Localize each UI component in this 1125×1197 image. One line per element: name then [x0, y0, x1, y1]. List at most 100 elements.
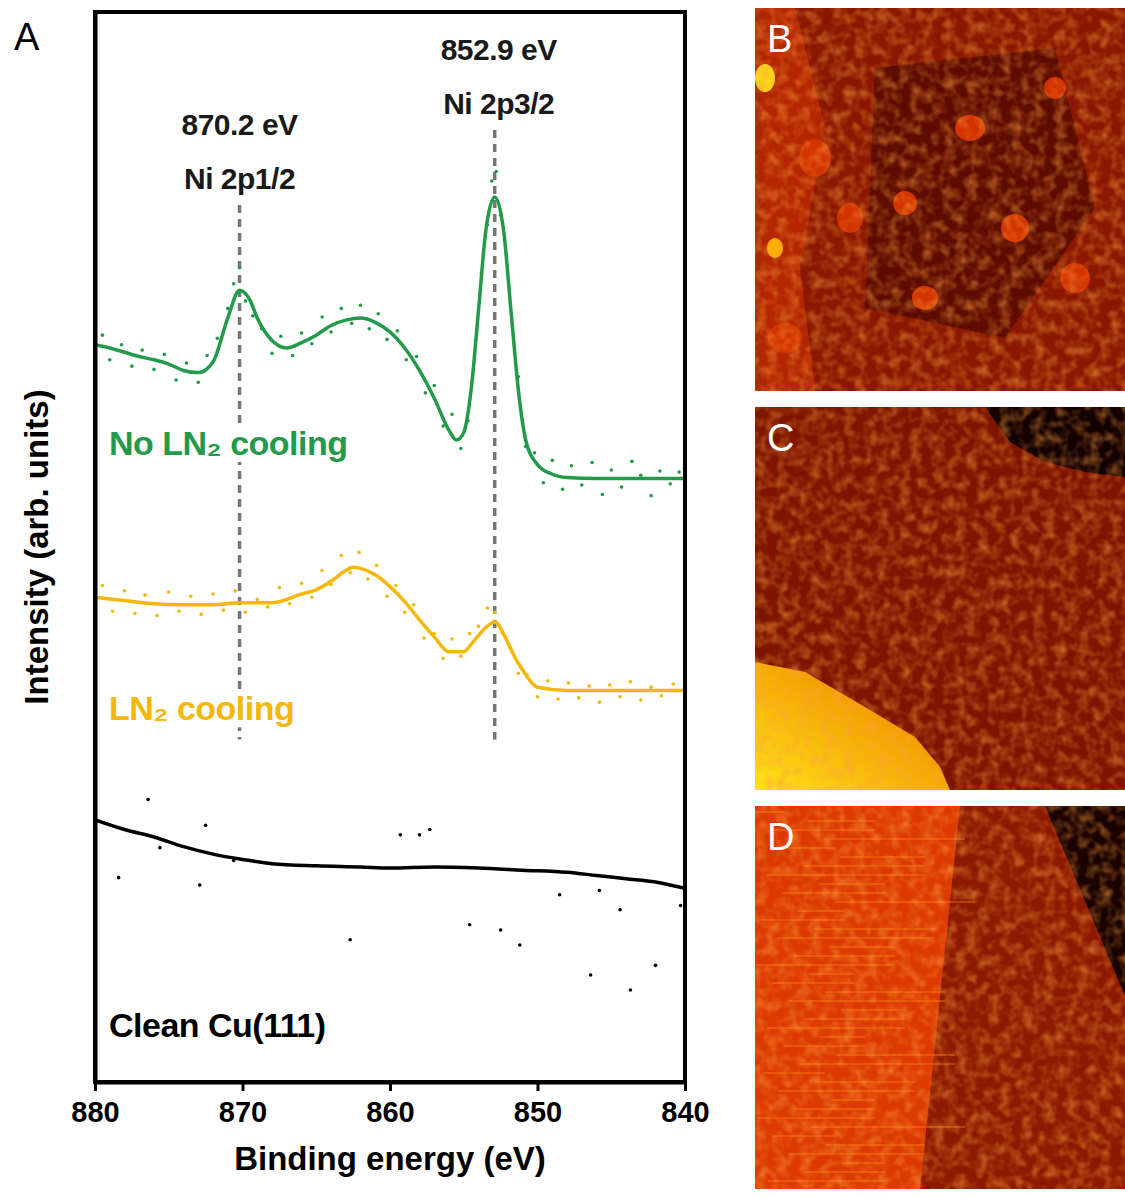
- data-point: [580, 483, 584, 487]
- data-point: [291, 354, 295, 358]
- data-point: [450, 637, 454, 641]
- data-point: [533, 451, 537, 455]
- plot-background: [95, 12, 685, 1082]
- data-point: [385, 338, 389, 342]
- data-point: [424, 391, 428, 395]
- data-point: [244, 299, 248, 303]
- annotation-line: [493, 130, 497, 740]
- data-point: [158, 846, 162, 850]
- x-tick: 850: [514, 1082, 562, 1128]
- x-tick: 880: [71, 1082, 119, 1128]
- data-point: [357, 551, 361, 555]
- data-point: [517, 671, 521, 675]
- data-point: [486, 606, 490, 610]
- data-point: [111, 609, 115, 613]
- data-point: [222, 608, 226, 612]
- data-point: [428, 828, 432, 832]
- x-tick-label: 870: [219, 1096, 267, 1128]
- x-axis-title: Binding energy (eV): [234, 1140, 546, 1177]
- x-tick-label: 850: [514, 1096, 562, 1128]
- data-point: [204, 823, 208, 827]
- data-point: [146, 798, 150, 802]
- x-tick: 860: [366, 1082, 414, 1128]
- data-point: [459, 447, 463, 451]
- data-point: [108, 358, 112, 362]
- scatter-series: [101, 551, 675, 704]
- data-point: [561, 487, 565, 491]
- data-point: [677, 470, 681, 474]
- data-point: [658, 469, 662, 473]
- data-point: [266, 605, 270, 609]
- data-point: [404, 358, 408, 362]
- x-tick-label: 880: [71, 1096, 119, 1128]
- data-point: [288, 602, 292, 606]
- series-label: LN₂ cooling: [106, 689, 297, 727]
- annotation-text: Ni 2p3/2: [443, 87, 554, 120]
- data-point: [120, 343, 124, 347]
- data-point: [432, 384, 436, 388]
- data-point: [329, 330, 333, 334]
- data-point: [671, 682, 675, 686]
- panel-label: B: [767, 18, 792, 60]
- stm-image: [755, 8, 1125, 391]
- data-point: [310, 342, 314, 346]
- image-texture: [755, 8, 1125, 391]
- data-point: [415, 355, 419, 359]
- data-point: [630, 460, 634, 464]
- data-point: [477, 624, 481, 628]
- data-point: [185, 361, 189, 365]
- image-ground: [755, 8, 1125, 391]
- data-point: [609, 468, 613, 472]
- data-point: [620, 485, 624, 489]
- data-point: [608, 683, 612, 687]
- data-point: [205, 354, 209, 358]
- data-point: [174, 378, 178, 382]
- data-point: [668, 482, 672, 486]
- data-point: [468, 632, 472, 636]
- data-point: [368, 327, 372, 331]
- image-ground: [755, 806, 1125, 1189]
- data-point: [518, 943, 522, 947]
- data-point: [366, 577, 370, 581]
- fit-line: [95, 197, 685, 478]
- panel-label: D: [767, 816, 794, 858]
- panel-label: A: [14, 16, 40, 58]
- data-point: [649, 494, 653, 498]
- plot-area: [95, 130, 685, 992]
- data-point: [468, 923, 472, 927]
- data-point: [211, 592, 215, 596]
- data-point: [601, 493, 605, 497]
- data-point: [639, 474, 643, 478]
- data-point: [598, 700, 602, 704]
- data-point: [320, 315, 324, 319]
- data-point: [270, 352, 274, 356]
- fit-line: [95, 820, 685, 888]
- x-axis: 880 870 860 850 840: [71, 1082, 709, 1128]
- data-point: [550, 459, 554, 463]
- data-point: [618, 695, 622, 699]
- data-point: [140, 348, 144, 352]
- data-point: [590, 461, 594, 465]
- data-point: [536, 695, 540, 699]
- data-point: [340, 307, 344, 311]
- data-point: [660, 694, 664, 698]
- data-point: [279, 334, 283, 338]
- data-point: [155, 614, 159, 618]
- data-point: [143, 593, 147, 597]
- data-point: [340, 554, 344, 558]
- data-point: [117, 876, 121, 880]
- data-point: [320, 569, 324, 573]
- data-point: [629, 680, 633, 684]
- data-point: [558, 893, 562, 897]
- stm-image: [755, 407, 1125, 790]
- data-point: [649, 685, 653, 689]
- x-tick-label: 840: [661, 1096, 709, 1128]
- data-point: [375, 563, 379, 567]
- series-label-text: LN₂ cooling: [109, 689, 294, 727]
- data-point: [101, 584, 105, 588]
- data-point: [300, 582, 304, 586]
- data-point: [577, 696, 581, 700]
- data-point: [570, 464, 574, 468]
- data-point: [618, 908, 622, 912]
- data-point: [198, 883, 202, 887]
